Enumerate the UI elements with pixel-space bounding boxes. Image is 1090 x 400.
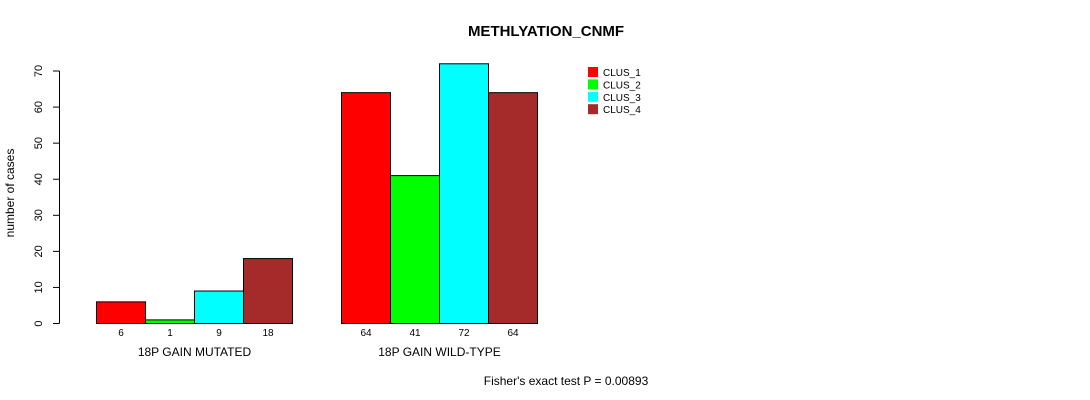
legend-swatch: [588, 91, 598, 102]
bar-value-label: 64: [507, 328, 519, 339]
legend-label: CLUS_2: [603, 80, 641, 91]
bar-value-label: 9: [216, 328, 222, 339]
bar-value-label: 41: [409, 328, 421, 339]
bar-clus-1: [96, 301, 146, 325]
legend-swatch: [588, 67, 598, 77]
y-tick-label: 40: [33, 173, 45, 185]
chart-title: METHLYATION_CNMF: [468, 23, 624, 40]
y-axis: 0 10 20 30 40 50 60 70: [33, 65, 60, 327]
bar-clus-3: [439, 63, 489, 325]
bar-clus-2: [145, 319, 195, 325]
y-tick-label: 50: [33, 137, 45, 149]
bar-value-label: 6: [118, 328, 124, 339]
legend-label: CLUS_1: [603, 68, 641, 79]
bar-value-labels: 6 1 9 18 64 41 72 64: [118, 328, 519, 339]
legend-swatch: [588, 104, 598, 115]
category-label: 18P GAIN WILD-TYPE: [378, 345, 500, 359]
legend-label: CLUS_3: [603, 93, 641, 104]
legend-swatch: [588, 79, 598, 90]
y-axis-label: number of cases: [3, 149, 17, 238]
category-label: 18P GAIN MUTATED: [138, 345, 252, 359]
bar-value-label: 1: [167, 328, 173, 339]
bar-value-label: 72: [458, 328, 470, 339]
category-labels: 18P GAIN MUTATED 18P GAIN WILD-TYPE: [138, 345, 501, 359]
y-tick-label: 10: [33, 281, 45, 293]
bar-value-label: 64: [360, 328, 372, 339]
y-tick-label: 30: [33, 209, 45, 221]
y-tick-label: 60: [33, 101, 45, 113]
y-tick-label: 0: [33, 320, 45, 326]
y-tick-label: 20: [33, 245, 45, 257]
bar-clus-3: [194, 290, 244, 324]
y-tick-label: 70: [33, 65, 45, 77]
bar-value-label: 18: [262, 328, 274, 339]
bar-clus-4: [488, 92, 538, 325]
bar-clus-2: [390, 175, 440, 324]
bars: [96, 63, 538, 325]
bar-clus-1: [341, 92, 391, 325]
legend-label: CLUS_4: [603, 105, 641, 116]
bar-clus-4: [243, 258, 293, 325]
fisher-test-annotation: Fisher's exact test P = 0.00893: [484, 374, 649, 388]
